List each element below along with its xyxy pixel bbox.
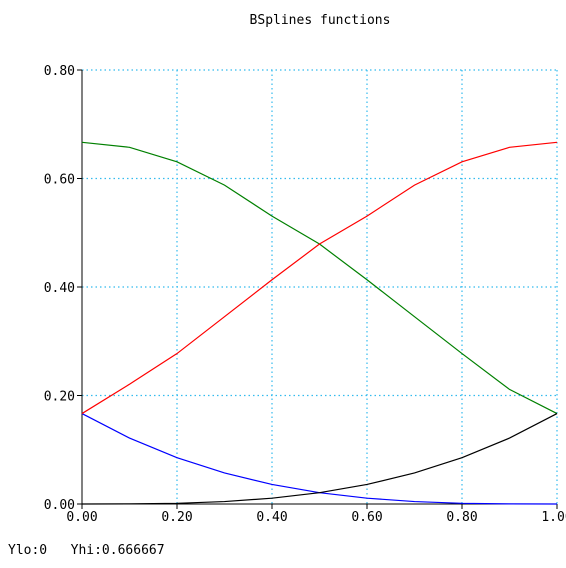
ylo-label: Ylo:0 [8,543,48,558]
chart-title: BSplines functions [250,13,391,28]
footer-range: Ylo:0 Yhi:0.666667 [8,543,165,558]
x-tick-label: 0.00 [66,510,97,525]
y-tick-label: 0.40 [44,281,75,296]
x-tick-label: 0.60 [351,510,382,525]
x-tick-label: 0.80 [446,510,477,525]
y-tick-label: 0.20 [44,390,75,405]
series-line-3 [81,141,558,415]
y-tick-label: 0.80 [44,64,75,79]
series-line-4 [81,413,558,505]
axes [81,70,557,505]
grid [82,69,558,504]
series-line-1 [81,413,558,505]
y-tick-label: 0.60 [44,173,75,188]
x-tick-label: 0.40 [256,510,287,525]
x-axis-ticks: 0.00 0.20 0.40 0.60 0.80 1.00 [66,504,566,525]
series-line-2 [81,141,558,415]
y-tick-label: 0.00 [44,498,75,513]
y-axis-ticks: 0.00 0.20 0.40 0.60 0.80 [44,64,82,513]
series-group [81,141,558,505]
yhi-label: Yhi:0.666667 [70,543,165,558]
x-tick-label: 1.00 [541,510,566,525]
x-tick-label: 0.20 [161,510,192,525]
